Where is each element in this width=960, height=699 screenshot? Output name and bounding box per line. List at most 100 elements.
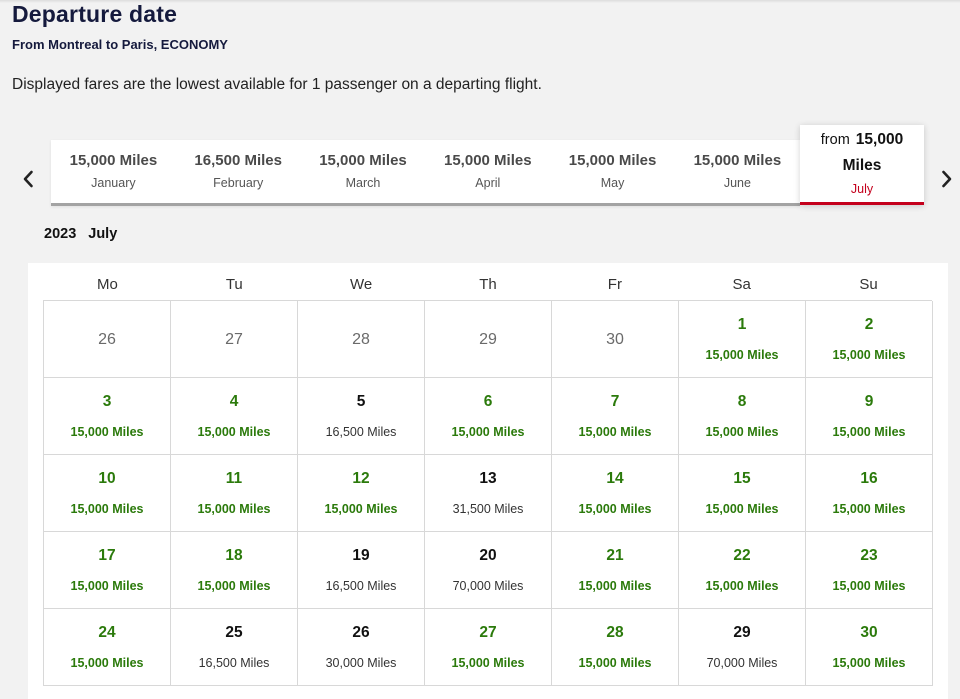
calendar-day[interactable]: 30 15,000 Miles xyxy=(806,609,933,686)
weekday-header: Mo Tu We Th Fr Sa Su xyxy=(44,263,932,300)
active-month-prefix: from xyxy=(820,132,850,148)
month-tab-july-selected[interactable]: from 15,000 Miles July xyxy=(800,125,924,205)
calendar-day[interactable]: 12 15,000 Miles xyxy=(298,455,425,532)
next-month-button[interactable] xyxy=(936,165,958,193)
weekday-label: Fr xyxy=(607,276,622,293)
day-number: 1 xyxy=(737,316,747,333)
day-fare: 31,500 Miles xyxy=(452,502,524,516)
weekday-label: We xyxy=(350,276,373,293)
calendar-day[interactable]: 9 15,000 Miles xyxy=(806,378,933,455)
month-tab-june[interactable]: 15,000 Miles June xyxy=(675,140,800,203)
calendar-day[interactable]: 4 15,000 Miles xyxy=(171,378,298,455)
day-fare: 15,000 Miles xyxy=(578,579,652,593)
day-fare: 15,000 Miles xyxy=(70,579,144,593)
day-number: 23 xyxy=(860,547,878,564)
day-number: 5 xyxy=(356,393,366,410)
calendar-day[interactable]: 8 15,000 Miles xyxy=(679,378,806,455)
month-tab-february[interactable]: 16,500 Miles February xyxy=(176,140,301,203)
calendar-day[interactable]: 16 15,000 Miles xyxy=(806,455,933,532)
day-fare: 70,000 Miles xyxy=(452,579,524,593)
calendar-day[interactable]: 6 15,000 Miles xyxy=(425,378,552,455)
month-tab-label: March xyxy=(345,176,381,190)
weekday-label: Th xyxy=(479,276,497,293)
day-number: 4 xyxy=(229,393,239,410)
day-fare: 16,500 Miles xyxy=(325,579,397,593)
month-tab-january[interactable]: 15,000 Miles January xyxy=(51,140,176,203)
day-fare: 15,000 Miles xyxy=(451,656,525,670)
calendar-day[interactable]: 22 15,000 Miles xyxy=(679,532,806,609)
month-tab-april[interactable]: 15,000 Miles April xyxy=(425,140,550,203)
calendar-month-heading: 2023 July xyxy=(44,226,117,242)
weekday-label: Su xyxy=(859,276,878,293)
calendar-day[interactable]: 29 70,000 Miles xyxy=(679,609,806,686)
calendar-day-outside-month: 26 xyxy=(44,301,171,378)
day-number: 29 xyxy=(733,624,751,641)
month-tab-miles: 15,000 Miles xyxy=(319,152,407,169)
day-number: 19 xyxy=(352,547,370,564)
weekday-label: Mo xyxy=(97,276,118,293)
month-tab-march[interactable]: 15,000 Miles March xyxy=(301,140,426,203)
active-month-amount: 15,000 xyxy=(855,131,904,148)
day-number: 12 xyxy=(352,470,370,487)
calendar-day[interactable]: 7 15,000 Miles xyxy=(552,378,679,455)
day-fare: 15,000 Miles xyxy=(832,425,906,439)
day-number: 15 xyxy=(733,470,751,487)
day-number: 27 xyxy=(479,624,497,641)
calendar-day[interactable]: 24 15,000 Miles xyxy=(44,609,171,686)
calendar-day[interactable]: 25 16,500 Miles xyxy=(171,609,298,686)
day-fare: 15,000 Miles xyxy=(705,425,779,439)
day-fare: 15,000 Miles xyxy=(197,579,271,593)
day-number: 28 xyxy=(352,331,370,348)
day-fare: 15,000 Miles xyxy=(832,656,906,670)
day-fare: 15,000 Miles xyxy=(832,348,906,362)
month-tab-label: April xyxy=(475,176,501,190)
month-tab-may[interactable]: 15,000 Miles May xyxy=(550,140,675,203)
month-tab-miles: 15,000 Miles xyxy=(568,152,657,169)
day-fare: 15,000 Miles xyxy=(578,656,652,670)
day-number: 29 xyxy=(479,331,497,348)
calendar-day[interactable]: 20 70,000 Miles xyxy=(425,532,552,609)
calendar-day[interactable]: 17 15,000 Miles xyxy=(44,532,171,609)
day-fare: 30,000 Miles xyxy=(325,656,397,670)
day-number: 26 xyxy=(98,331,116,348)
calendar-day[interactable]: 14 15,000 Miles xyxy=(552,455,679,532)
calendar-day[interactable]: 10 15,000 Miles xyxy=(44,455,171,532)
calendar-day[interactable]: 27 15,000 Miles xyxy=(425,609,552,686)
calendar-year: 2023 xyxy=(44,226,77,242)
day-fare: 15,000 Miles xyxy=(705,579,779,593)
day-number: 17 xyxy=(98,547,116,564)
day-fare: 15,000 Miles xyxy=(70,656,144,670)
calendar-day[interactable]: 13 31,500 Miles xyxy=(425,455,552,532)
calendar-day[interactable]: 15 15,000 Miles xyxy=(679,455,806,532)
calendar-day[interactable]: 26 30,000 Miles xyxy=(298,609,425,686)
calendar-day[interactable]: 1 15,000 Miles xyxy=(679,301,806,378)
month-tab-label: May xyxy=(600,176,625,190)
calendar-day[interactable]: 3 15,000 Miles xyxy=(44,378,171,455)
day-number: 26 xyxy=(352,624,370,641)
calendar-day[interactable]: 21 15,000 Miles xyxy=(552,532,679,609)
page-title: Departure date xyxy=(12,1,178,27)
day-number: 27 xyxy=(225,331,243,348)
day-fare: 15,000 Miles xyxy=(832,579,906,593)
day-number: 20 xyxy=(479,547,497,564)
month-selector: 15,000 Miles January 16,500 Miles Februa… xyxy=(51,140,800,206)
calendar-day[interactable]: 5 16,500 Miles xyxy=(298,378,425,455)
calendar-day[interactable]: 23 15,000 Miles xyxy=(806,532,933,609)
calendar-day[interactable]: 2 15,000 Miles xyxy=(806,301,933,378)
calendar-day[interactable]: 11 15,000 Miles xyxy=(171,455,298,532)
route-summary: From Montreal to Paris, ECONOMY xyxy=(12,37,228,52)
previous-month-button[interactable] xyxy=(17,165,39,193)
month-tab-miles: 15,000 Miles xyxy=(444,152,532,169)
day-number: 21 xyxy=(606,547,624,564)
day-number: 11 xyxy=(225,470,243,487)
calendar-day[interactable]: 28 15,000 Miles xyxy=(552,609,679,686)
month-tab-miles: 16,500 Miles xyxy=(194,152,282,169)
calendar-day[interactable]: 19 16,500 Miles xyxy=(298,532,425,609)
active-month-price-line: from 15,000 xyxy=(800,131,924,149)
calendar-day-outside-month: 30 xyxy=(552,301,679,378)
day-fare: 15,000 Miles xyxy=(197,502,271,516)
calendar-day[interactable]: 18 15,000 Miles xyxy=(171,532,298,609)
day-fare: 15,000 Miles xyxy=(832,502,906,516)
calendar-day-outside-month: 27 xyxy=(171,301,298,378)
day-fare: 70,000 Miles xyxy=(706,656,778,670)
